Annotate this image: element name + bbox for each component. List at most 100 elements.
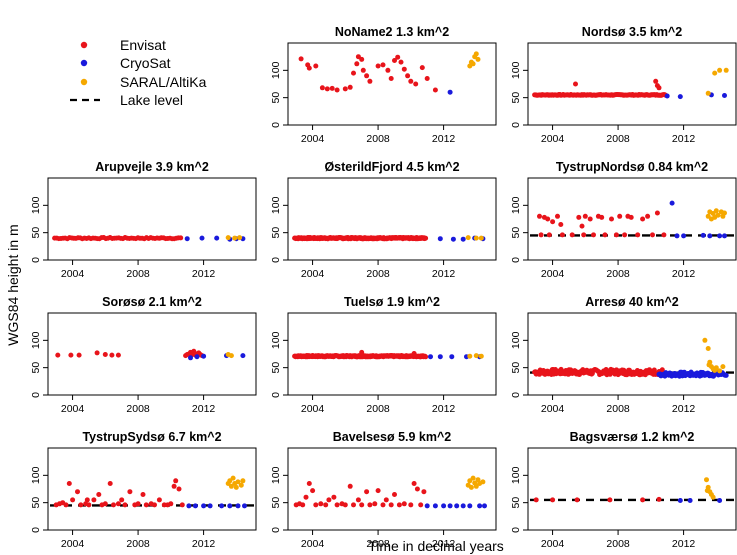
x-tick-label: 2012 — [192, 403, 216, 415]
data-point — [437, 236, 443, 242]
data-point — [380, 502, 386, 508]
x-tick-label: 2004 — [61, 538, 85, 550]
panel-tuels-1-9-km-2: Tuelsø 1.9 km^2 0 50 100 2004 2008 2012 — [270, 295, 497, 415]
data-point — [76, 352, 82, 358]
panel-title: Bavelsesø 5.9 km^2 — [333, 430, 452, 444]
data-point — [230, 475, 236, 481]
series-saral-altika — [225, 475, 246, 490]
series-envisat — [292, 349, 429, 360]
data-point — [401, 66, 407, 72]
data-point — [408, 502, 414, 508]
data-point — [232, 235, 238, 241]
data-point — [127, 489, 133, 495]
y-tick-label: 100 — [270, 466, 282, 484]
data-point — [115, 352, 121, 358]
data-point — [347, 483, 353, 489]
legend: Envisat CryoSat SARAL/AltiKa Lake level — [70, 37, 207, 108]
y-tick-label: 100 — [510, 466, 522, 484]
data-point — [645, 213, 651, 219]
data-point — [602, 232, 608, 238]
data-point — [355, 497, 361, 503]
data-point — [411, 481, 417, 486]
x-tick-label: 2004 — [541, 268, 565, 280]
panel-title: Arupvejle 3.9 km^2 — [95, 160, 209, 174]
data-point — [432, 87, 438, 93]
data-point — [537, 213, 542, 219]
data-point — [300, 502, 306, 508]
data-point — [470, 61, 476, 67]
data-point — [396, 502, 402, 508]
y-tick-label: 0 — [270, 257, 282, 263]
y-tick-label: 0 — [30, 392, 42, 398]
data-point — [550, 219, 556, 225]
panel-arupvejle-3-9-km-2: Arupvejle 3.9 km^2 0 50 100 2004 2008 2012 — [30, 160, 257, 280]
data-point — [135, 501, 141, 507]
panel-frame — [47, 177, 257, 261]
data-point — [717, 67, 723, 73]
data-point — [421, 489, 427, 495]
panel-frame — [287, 42, 497, 126]
data-point — [235, 479, 241, 485]
panel-sor-s-2-1-km-2: Sorøsø 2.1 km^2 0 50 100 2004 2008 2012 — [30, 295, 257, 415]
data-point — [708, 216, 714, 222]
x-tick-label: 2012 — [432, 133, 456, 145]
x-tick-label: 2012 — [432, 403, 456, 415]
series-cryosat — [186, 503, 247, 509]
data-point — [475, 56, 481, 62]
data-point — [351, 502, 356, 508]
panel-frame — [527, 177, 737, 261]
y-tick-label: 100 — [30, 196, 42, 214]
y-tick-label: 100 — [510, 331, 522, 349]
data-point — [354, 61, 360, 67]
x-tick-label: 2004 — [301, 403, 325, 415]
y-tick-label: 100 — [510, 196, 522, 214]
data-point — [700, 232, 706, 238]
data-point — [449, 354, 455, 360]
series-saral-altika — [225, 235, 243, 241]
series-envisat — [533, 496, 662, 503]
x-tick-label: 2012 — [432, 268, 456, 280]
x-tick-label: 2012 — [672, 268, 696, 280]
data-point — [545, 216, 551, 222]
data-point — [613, 232, 619, 238]
data-point — [359, 56, 365, 62]
data-point — [152, 502, 157, 508]
y-tick-label: 100 — [510, 61, 522, 79]
data-point — [467, 478, 473, 484]
y-tick-label: 100 — [30, 331, 42, 349]
y-tick-label: 0 — [510, 527, 522, 533]
data-point — [102, 352, 108, 357]
data-point — [705, 346, 711, 351]
data-point — [723, 67, 729, 73]
data-point — [418, 502, 424, 508]
data-point — [651, 367, 657, 373]
data-point — [96, 492, 102, 497]
data-point — [119, 497, 125, 503]
data-point — [538, 232, 544, 238]
data-point — [192, 503, 198, 509]
data-point — [201, 503, 207, 509]
data-point — [201, 353, 207, 359]
data-point — [323, 502, 329, 508]
data-point — [228, 483, 234, 489]
data-point — [214, 235, 220, 241]
data-point — [111, 502, 116, 508]
data-point — [723, 372, 729, 378]
data-point — [478, 235, 484, 241]
data-point — [359, 349, 365, 355]
data-point — [555, 213, 560, 219]
series-envisat — [52, 235, 184, 242]
data-point — [704, 488, 710, 494]
y-tick-label: 100 — [270, 61, 282, 79]
data-point — [437, 354, 443, 360]
data-point — [240, 353, 246, 359]
x-tick-label: 2008 — [366, 403, 390, 415]
x-tick-label: 2008 — [606, 403, 630, 415]
data-point — [460, 503, 466, 509]
data-point — [664, 93, 670, 99]
data-point — [184, 236, 190, 242]
series-envisat — [292, 235, 429, 242]
data-point — [238, 482, 244, 488]
data-point — [313, 502, 319, 508]
panel-noname2-1-3-km-2: NoName2 1.3 km^2 0 50 100 2004 2008 2012 — [270, 25, 497, 145]
